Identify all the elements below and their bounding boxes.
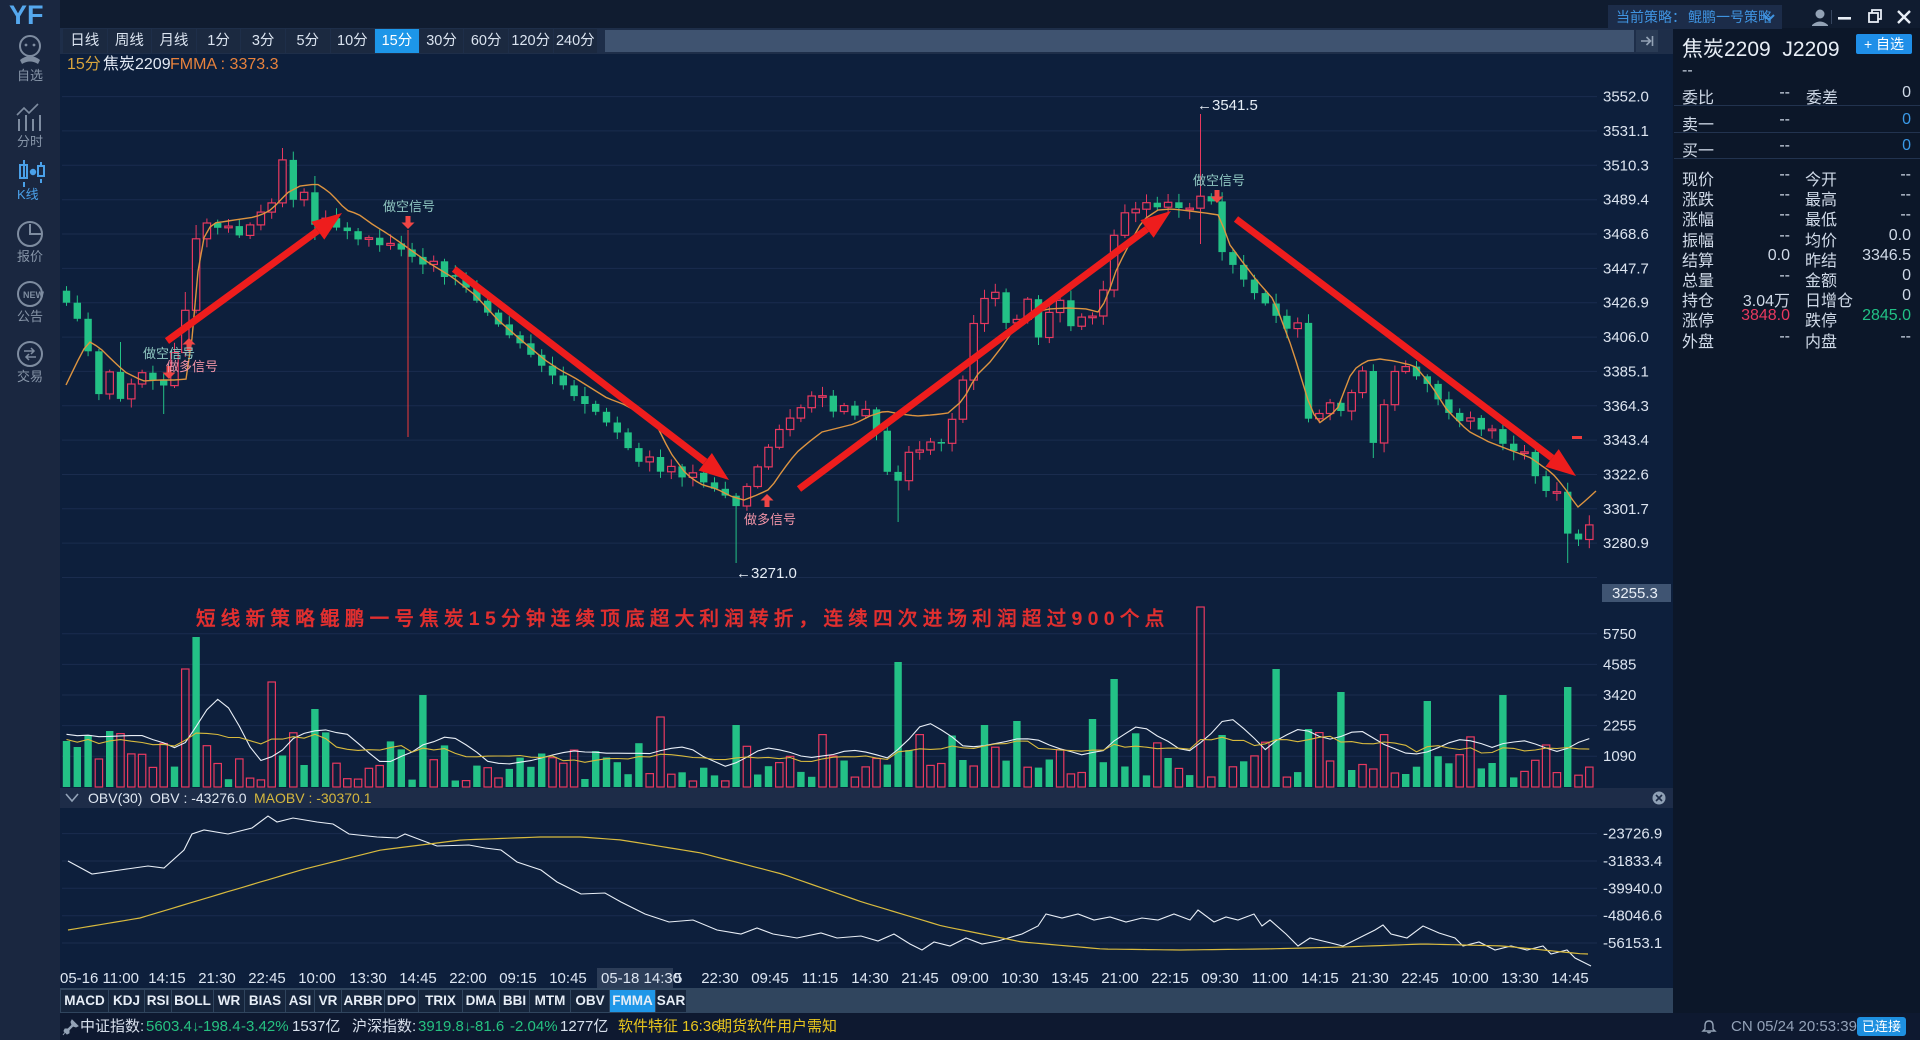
svg-text:05-16 11:00: 05-16 11:00: [60, 970, 139, 987]
svg-text:-56153.1: -56153.1: [1603, 935, 1662, 952]
svg-text:09:15: 09:15: [499, 970, 537, 987]
svg-text:2255: 2255: [1603, 718, 1636, 735]
svg-text:3510.3: 3510.3: [1603, 157, 1649, 174]
svg-text:自选: 自选: [17, 68, 43, 83]
svg-text:OBV(30): OBV(30): [88, 790, 142, 806]
svg-text:3447.7: 3447.7: [1603, 260, 1649, 277]
svg-text:←3541.5: ←3541.5: [1197, 97, 1258, 114]
svg-text:报价: 报价: [17, 249, 43, 264]
svg-text:-39940.0: -39940.0: [1603, 880, 1662, 897]
svg-text:分时: 分时: [17, 134, 43, 149]
svg-text:22:45: 22:45: [248, 970, 286, 987]
svg-text:NEW: NEW: [23, 290, 45, 300]
svg-text:-31833.4: -31833.4: [1603, 853, 1662, 870]
svg-text:3420: 3420: [1603, 687, 1636, 704]
svg-text:09:30: 09:30: [1201, 970, 1239, 987]
svg-text:FMMA : 3373.3: FMMA : 3373.3: [170, 56, 279, 73]
svg-text:做空信号: 做空信号: [383, 199, 435, 214]
svg-text:做多信号: 做多信号: [744, 512, 796, 527]
svg-text:3531.1: 3531.1: [1603, 123, 1649, 140]
svg-text:5: 5: [674, 970, 682, 987]
svg-text:短线新策略鲲鹏一号焦炭15分钟连续顶底超大利润转折，连续四次: 短线新策略鲲鹏一号焦炭15分钟连续顶底超大利润转折，连续四次进场利润超过900个…: [196, 607, 1170, 630]
svg-text:3489.4: 3489.4: [1603, 192, 1649, 209]
svg-text:10:00: 10:00: [1451, 970, 1489, 987]
svg-text:14:45: 14:45: [1551, 970, 1589, 987]
svg-text:13:30: 13:30: [1501, 970, 1539, 987]
svg-text:22:45: 22:45: [1401, 970, 1439, 987]
svg-text:14:45: 14:45: [399, 970, 437, 987]
svg-text:YF: YF: [9, 0, 44, 30]
svg-text:09:00: 09:00: [951, 970, 989, 987]
svg-text:3385.1: 3385.1: [1603, 363, 1649, 380]
svg-text:5750: 5750: [1603, 626, 1636, 643]
svg-text:05-18 14:30: 05-18 14:30: [601, 970, 681, 987]
svg-text:←3271.0: ←3271.0: [736, 565, 797, 582]
svg-text:22:15: 22:15: [1151, 970, 1189, 987]
svg-text:做多信号: 做多信号: [166, 359, 218, 374]
svg-text:11:15: 11:15: [802, 970, 838, 987]
svg-text:10:30: 10:30: [1001, 970, 1039, 987]
svg-text:3343.4: 3343.4: [1603, 432, 1649, 449]
svg-text:13:45: 13:45: [1051, 970, 1089, 987]
svg-text:-23726.9: -23726.9: [1603, 826, 1662, 843]
svg-text:11:00: 11:00: [1252, 970, 1288, 987]
svg-text:4585: 4585: [1603, 656, 1636, 673]
svg-text:21:45: 21:45: [901, 970, 939, 987]
svg-text:3364.3: 3364.3: [1603, 398, 1649, 415]
svg-text:-48046.6: -48046.6: [1603, 908, 1662, 925]
svg-text:21:30: 21:30: [198, 970, 236, 987]
svg-text:21:00: 21:00: [1101, 970, 1139, 987]
svg-text:做空信号: 做空信号: [1193, 173, 1245, 188]
svg-text:公告: 公告: [17, 309, 43, 324]
svg-text:3552.0: 3552.0: [1603, 89, 1649, 106]
svg-text:K线: K线: [17, 187, 39, 202]
svg-text:09:45: 09:45: [751, 970, 789, 987]
svg-text:3322.6: 3322.6: [1603, 466, 1649, 483]
svg-text:14:30: 14:30: [851, 970, 889, 987]
svg-text:10:00: 10:00: [298, 970, 336, 987]
svg-text:3426.9: 3426.9: [1603, 295, 1649, 312]
svg-text:3406.0: 3406.0: [1603, 329, 1649, 346]
svg-text:做空信号: 做空信号: [143, 346, 195, 361]
svg-text:22:00: 22:00: [449, 970, 487, 987]
svg-text:交易: 交易: [17, 369, 43, 384]
svg-text:1090: 1090: [1603, 748, 1636, 765]
svg-text:MAOBV : -30370.1: MAOBV : -30370.1: [254, 790, 372, 806]
svg-text:21:30: 21:30: [1351, 970, 1389, 987]
svg-text:焦炭2209: 焦炭2209: [103, 55, 171, 73]
svg-text:14:15: 14:15: [1301, 970, 1339, 987]
svg-text:10:45: 10:45: [549, 970, 587, 987]
svg-text:3280.9: 3280.9: [1603, 535, 1649, 552]
svg-text:3301.7: 3301.7: [1603, 501, 1649, 518]
svg-text:3468.6: 3468.6: [1603, 226, 1649, 243]
svg-text:13:30: 13:30: [349, 970, 387, 987]
svg-text:3255.3: 3255.3: [1612, 585, 1658, 602]
svg-text:14:15: 14:15: [148, 970, 186, 987]
svg-text:22:30: 22:30: [701, 970, 739, 987]
svg-text:15分: 15分: [67, 55, 101, 73]
svg-text:OBV : -43276.0: OBV : -43276.0: [150, 790, 247, 806]
